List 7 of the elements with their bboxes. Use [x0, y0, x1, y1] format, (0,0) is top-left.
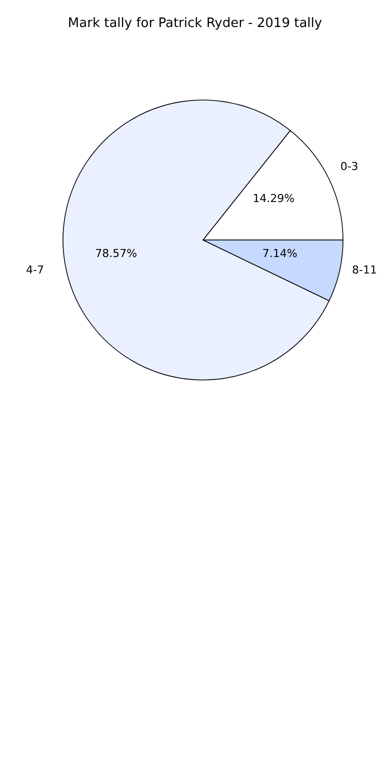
data-label: 14.29% — [252, 192, 295, 206]
chart-title: Mark tally for Patrick Ryder - 2019 tally — [66, 16, 324, 31]
slice-label: 0-3 — [340, 160, 358, 173]
slice-label: 4-7 — [26, 264, 44, 277]
slice-label: 8-11 — [352, 264, 378, 277]
data-label: 7.14% — [262, 247, 298, 260]
data-label: 78.57% — [95, 247, 138, 260]
